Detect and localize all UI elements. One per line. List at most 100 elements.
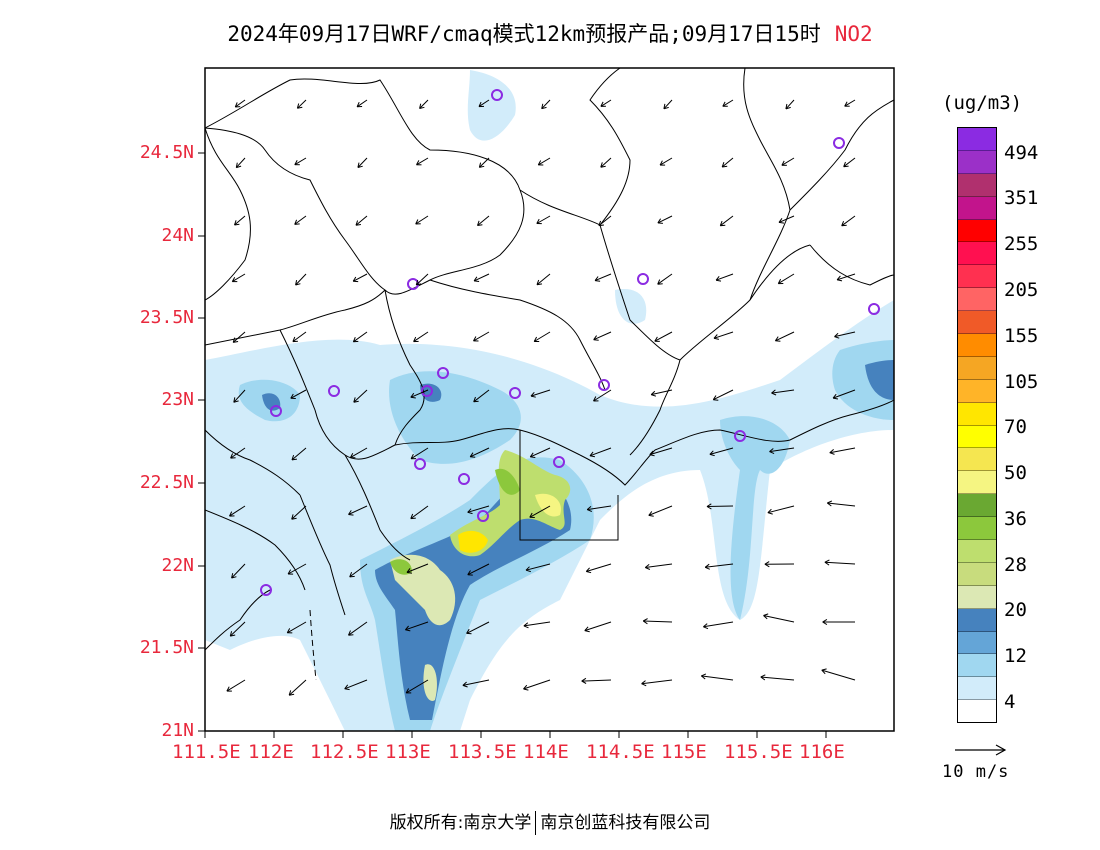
colorbar-segment xyxy=(958,379,996,403)
colorbar-segment xyxy=(958,173,996,197)
colorbar-label: 20 xyxy=(1004,599,1027,621)
map-title: 2024年09月17日WRF/cmaq模式12km预报产品;09月17日15时 N… xyxy=(0,18,1100,48)
colorbar-label: 4 xyxy=(1004,691,1016,713)
station-marker xyxy=(421,385,433,397)
colorbar-label: 255 xyxy=(1004,233,1039,255)
station-marker xyxy=(509,387,521,399)
colorbar xyxy=(957,127,997,723)
x-tick-label: 112E xyxy=(248,741,294,763)
conc-band-70 xyxy=(458,530,488,553)
colorbar-segment xyxy=(958,562,996,586)
conc-band-4-north xyxy=(467,70,516,141)
conc-band-50 xyxy=(495,468,520,495)
colorbar-label: 36 xyxy=(1004,508,1027,530)
colorbar-segment xyxy=(958,517,996,541)
colorbar-segment xyxy=(958,585,996,609)
x-tick-label: 115.5E xyxy=(724,741,793,763)
x-tick-label: 113E xyxy=(385,741,431,763)
conc-band-20-north xyxy=(420,383,442,402)
conc-band-36-west xyxy=(390,559,412,575)
colorbar-segment xyxy=(958,311,996,335)
y-tick-label: 24N xyxy=(161,225,194,246)
reference-vector-arrow xyxy=(955,744,1007,756)
colorbar-segment xyxy=(958,654,996,678)
station-marker xyxy=(491,89,503,101)
copyright-footer: 版权所有:南京大学 南京创蓝科技有限公司 xyxy=(0,808,1100,835)
conc-band-20-ne xyxy=(865,360,894,400)
y-tick-label: 23N xyxy=(161,389,194,410)
concentration-field xyxy=(205,70,894,731)
colorbar-label: 351 xyxy=(1004,187,1039,209)
colorbar-segment xyxy=(958,288,996,312)
conc-band-12-ne xyxy=(832,340,894,420)
y-tick-label: 24.5N xyxy=(139,142,194,163)
wind-vectors xyxy=(226,99,856,696)
conc-band-4-east xyxy=(615,289,647,324)
colorbar-segment xyxy=(958,356,996,380)
station-marker xyxy=(833,137,845,149)
colorbar-segment xyxy=(958,150,996,174)
station-marker xyxy=(637,273,649,285)
colorbar-segment xyxy=(958,700,996,723)
colorbar-segment xyxy=(958,608,996,632)
colorbar-label: 70 xyxy=(1004,416,1027,438)
pollutant-label: NO2 xyxy=(834,22,873,46)
colorbar-segment xyxy=(958,448,996,472)
colorbar-segment xyxy=(958,196,996,220)
y-tick-label: 21.5N xyxy=(139,637,194,658)
station-marker xyxy=(477,510,489,522)
station-marker xyxy=(260,584,272,596)
colorbar-segment xyxy=(958,471,996,495)
x-tick-label: 114.5E xyxy=(586,741,655,763)
conc-band-20 xyxy=(375,474,572,720)
boundaries xyxy=(205,68,894,681)
colorbar-segment xyxy=(958,402,996,426)
station-marker xyxy=(270,405,282,417)
footer-left: 版权所有:南京大学 xyxy=(389,813,532,833)
x-tick-label: 115E xyxy=(661,741,707,763)
reference-vector-label: 10 m/s xyxy=(942,762,1010,782)
y-tick-label: 22.5N xyxy=(139,472,194,493)
conc-band-28b xyxy=(423,664,437,701)
colorbar-segment xyxy=(958,677,996,701)
x-tick-label: 111.5E xyxy=(172,741,241,763)
colorbar-segment xyxy=(958,494,996,518)
footer-right: 南京创蓝科技有限公司 xyxy=(540,813,711,833)
colorbar-segment xyxy=(958,334,996,357)
station-marker xyxy=(407,278,419,290)
station-marker xyxy=(553,456,565,468)
colorbar-label: 105 xyxy=(1004,371,1039,393)
x-tick-label: 114E xyxy=(523,741,569,763)
footer-divider xyxy=(535,811,537,835)
x-tick-label: 113.5E xyxy=(448,741,517,763)
station-marker xyxy=(458,473,470,485)
x-tick-label: 112.5E xyxy=(310,741,379,763)
station-marker xyxy=(328,385,340,397)
conc-band-36 xyxy=(450,450,571,557)
station-marker xyxy=(598,379,610,391)
colorbar-label: 155 xyxy=(1004,325,1039,347)
station-markers xyxy=(260,89,880,596)
colorbar-label: 494 xyxy=(1004,142,1039,164)
station-marker xyxy=(414,458,426,470)
colorbar-label: 205 xyxy=(1004,279,1039,301)
station-marker xyxy=(734,430,746,442)
axis-ticks xyxy=(198,152,827,738)
colorbar-segment xyxy=(958,425,996,449)
station-marker xyxy=(437,367,449,379)
colorbar-segment xyxy=(958,128,996,151)
x-tick-label: 116E xyxy=(799,741,845,763)
title-main: 2024年09月17日WRF/cmaq模式12km预报产品;09月17日15时 xyxy=(227,22,821,46)
y-tick-label: 21N xyxy=(161,720,194,741)
colorbar-segment xyxy=(958,265,996,289)
colorbar-units: (ug/m3) xyxy=(942,92,1023,114)
conc-band-12-east xyxy=(720,416,790,620)
conc-band-50-east xyxy=(535,493,561,517)
colorbar-label: 12 xyxy=(1004,645,1027,667)
colorbar-label: 28 xyxy=(1004,554,1027,576)
colorbar-segment xyxy=(958,540,996,563)
colorbar-segment xyxy=(958,242,996,266)
y-tick-label: 22N xyxy=(161,555,194,576)
colorbar-segment xyxy=(958,631,996,655)
colorbar-segment xyxy=(958,219,996,243)
